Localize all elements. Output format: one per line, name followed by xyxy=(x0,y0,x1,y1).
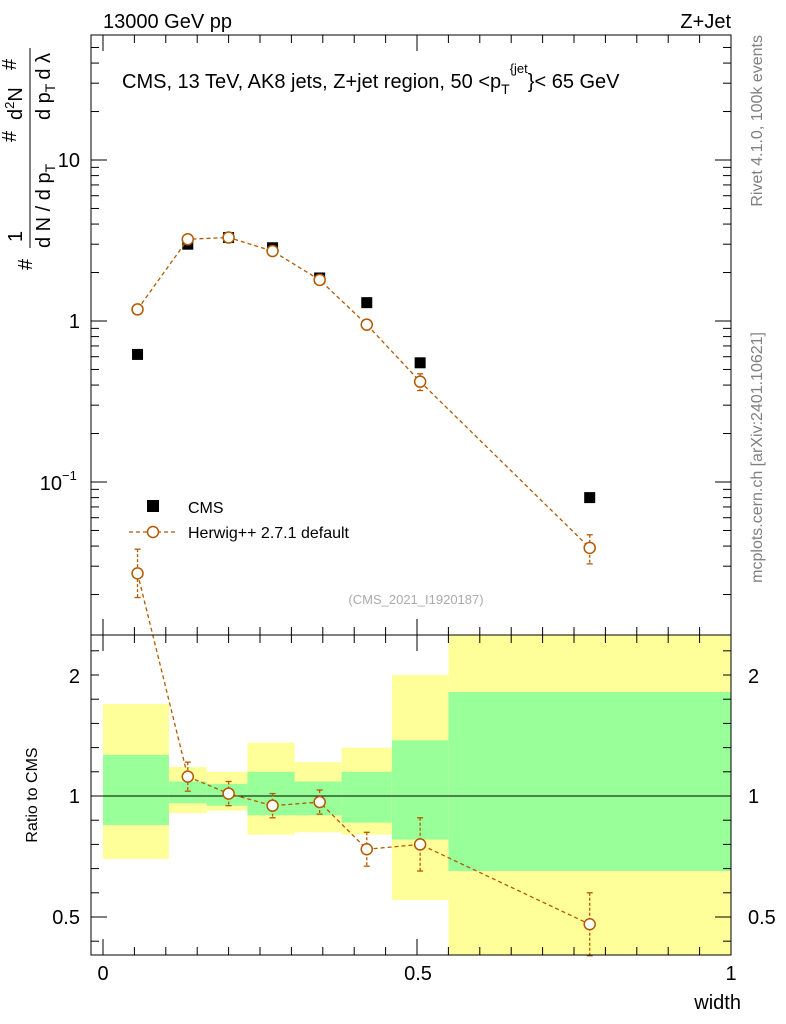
ratio-y-tick-1-left: 1 xyxy=(69,786,80,808)
plot-title: CMS, 13 TeV, AK8 jets, Z+jet region, 50 … xyxy=(122,61,620,97)
y-tick-label-1: 1 xyxy=(69,311,80,333)
main-y-axis-label: # 1 d N / d pT # d2N d pTd λ # xyxy=(0,48,58,270)
ratio-frame xyxy=(90,634,732,956)
ratio-y-tick-0.5-left: 0.5 xyxy=(52,907,80,929)
legend-marker-cms xyxy=(147,500,159,512)
svg-text:d2N: d2N xyxy=(2,87,27,120)
title-sup-close: } xyxy=(528,71,535,93)
herwig-point xyxy=(266,244,279,258)
herwig-point xyxy=(181,232,195,246)
svg-text:#: # xyxy=(0,58,21,70)
ratio-herwig-point xyxy=(266,799,279,812)
header-right: Z+Jet xyxy=(680,11,731,33)
legend-marker-herwig xyxy=(146,525,160,539)
analysis-tag: (CMS_2021_I1920187) xyxy=(348,592,483,607)
x-tick-label-1: 1 xyxy=(725,963,736,985)
legend-label-cms: CMS xyxy=(188,500,224,517)
cms-point xyxy=(414,357,426,369)
title-sub: T xyxy=(501,81,510,97)
ratio-y-axis-label: Ratio to CMS xyxy=(24,747,41,842)
svg-text:d pTd λ: d pTd λ xyxy=(33,53,58,120)
ratio-band-inner xyxy=(168,781,207,804)
x-tick-label-0.5: 0.5 xyxy=(404,963,432,985)
ratio-y-tick-2-left: 2 xyxy=(69,666,80,688)
svg-text:#: # xyxy=(0,130,21,142)
x-axis-label: width xyxy=(693,992,741,1014)
ratio-herwig-point xyxy=(181,770,195,783)
main-ticks xyxy=(91,35,732,635)
ratio-y-tick-1-right: 1 xyxy=(748,786,759,808)
main-y-tick-labels: 10 1 10 −1 xyxy=(40,150,80,495)
rivet-label: Rivet 4.1.0, 100k events xyxy=(749,35,766,207)
herwig-point xyxy=(360,318,374,331)
legend: CMS Herwig++ 2.7.1 default xyxy=(129,500,350,542)
y-tick-label-0.1-base: 10 xyxy=(40,473,62,495)
herwig-point xyxy=(222,231,235,244)
ratio-herwig-point xyxy=(313,795,326,809)
herwig-point xyxy=(413,375,427,388)
ratio-herwig-point xyxy=(583,918,596,931)
svg-text:CMS, 13 TeV, AK8 jets, Z+jet r: CMS, 13 TeV, AK8 jets, Z+jet region, 50 … xyxy=(122,61,620,97)
header-left: 13000 GeV pp xyxy=(103,11,232,33)
ratio-herwig-point xyxy=(131,567,144,580)
title-prefix: CMS, 13 TeV, AK8 jets, Z+jet region, 50 … xyxy=(122,71,501,93)
main-frame xyxy=(90,34,732,636)
ratio-band-inner xyxy=(103,754,169,826)
ratio-ticks xyxy=(91,635,732,955)
ratio-uncertainty-bands xyxy=(103,635,731,955)
ratio-band-inner xyxy=(448,691,731,872)
main-plot: 10 1 10 −1 CMS, 13 TeV, AK8 jets, Z+jet … xyxy=(0,34,732,636)
ratio-herwig-point xyxy=(360,842,374,856)
svg-text:1: 1 xyxy=(5,231,27,242)
cms-point xyxy=(361,297,373,309)
cms-point xyxy=(132,348,144,360)
ratio-y-tick-0.5-right: 0.5 xyxy=(748,907,776,929)
y-tick-label-0.1-exponent: −1 xyxy=(62,468,77,483)
title-suffix: < 65 GeV xyxy=(534,71,620,93)
herwig-point xyxy=(313,273,326,287)
ratio-herwig-point xyxy=(413,838,427,851)
ratio-band-inner xyxy=(341,771,392,823)
y-tick-label-10: 10 xyxy=(58,150,80,172)
ratio-y-tick-2-right: 2 xyxy=(748,666,759,688)
ratio-herwig-line xyxy=(136,573,590,925)
cms-point xyxy=(584,492,596,504)
herwig-line xyxy=(137,236,591,549)
herwig-point xyxy=(583,541,596,555)
ratio-plot: 2 1 0.5 2 1 0.5 0 0.5 1 Ratio to CMS wid… xyxy=(24,548,776,1014)
svg-text:d N / d pT: d N / d pT xyxy=(33,163,58,248)
title-sup: {jet xyxy=(510,61,528,76)
svg-text:#: # xyxy=(15,258,37,270)
mcplots-label: mcplots.cern.ch [arXiv:2401.10621] xyxy=(749,332,766,583)
main-data-marks xyxy=(131,231,596,565)
ratio-herwig-point xyxy=(222,787,235,800)
x-tick-label-0: 0 xyxy=(97,963,108,985)
legend-label-herwig: Herwig++ 2.7.1 default xyxy=(188,525,350,542)
herwig-point xyxy=(131,303,144,316)
ratio-data-marks xyxy=(131,548,596,957)
